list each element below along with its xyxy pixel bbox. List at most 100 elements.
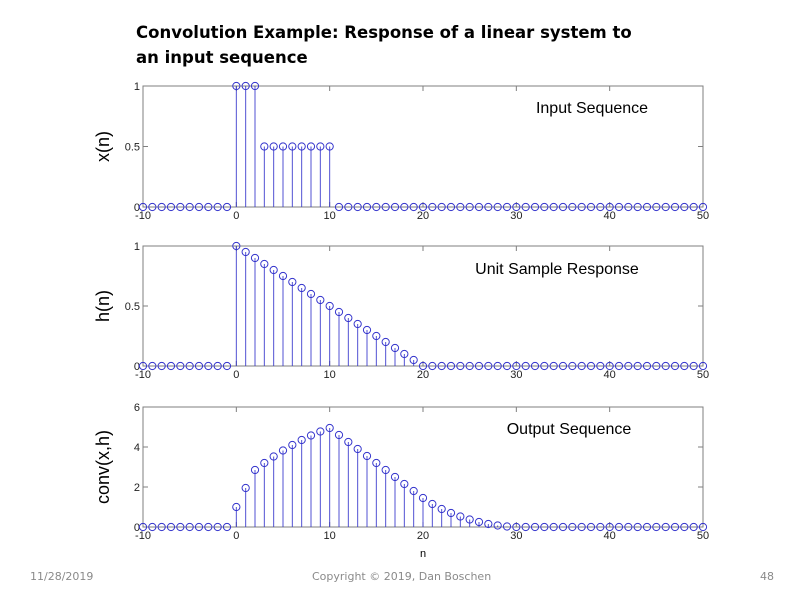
stem-marker [260,458,269,468]
stem-marker [409,202,418,212]
stem-marker [353,319,362,329]
stem-marker [633,202,642,212]
stem-marker [605,361,614,371]
stem-marker [502,202,512,212]
subplot-title: Output Sequence [507,421,632,438]
stem-marker [269,452,278,461]
stem-marker [176,522,185,532]
stem-marker [521,361,530,371]
stem-marker [549,202,558,212]
stem-marker [670,361,680,371]
stem-marker [250,465,260,475]
stem-marker [185,522,194,532]
x-tick-label: 0 [233,530,239,542]
stem-marker [512,202,521,212]
stem-marker [577,361,586,371]
stem-marker [568,522,577,532]
stem-marker [428,202,437,212]
y-tick-label: 2 [134,482,140,494]
stem-marker [306,142,316,151]
stem-marker [624,202,633,212]
stem-marker [176,361,185,371]
stem-marker [269,265,278,275]
stem-marker [521,202,530,212]
stem-marker [362,325,372,335]
stem-marker [456,202,465,212]
x-tick-label: 30 [510,210,522,222]
stem-marker [306,431,316,440]
stem-marker [614,522,624,532]
stem-marker [446,361,456,371]
x-tick-label: 50 [697,369,709,381]
stem-marker [642,522,652,532]
stem-marker [241,247,250,257]
stem-marker [409,355,418,365]
stem-marker [372,202,381,212]
stem-marker [698,361,708,371]
stem-marker [605,522,614,532]
stem-marker [400,349,409,359]
stem-marker [596,522,605,532]
stem-marker [474,361,484,371]
stem-marker [278,271,288,281]
stem-marker [502,522,512,531]
stem-marker [157,361,166,371]
stem-marker [288,142,297,151]
stem-marker [586,361,596,371]
stem-marker [213,202,222,212]
x-tick-label: 10 [324,210,336,222]
stem-marker [652,361,661,371]
y-tick-label: 1 [134,241,140,253]
stem-marker [297,142,306,151]
stem-marker [484,361,493,371]
stem-marker [596,361,605,371]
stem-marker [166,361,176,371]
x-tick-label: 40 [604,210,616,222]
y-tick-label: 0 [134,202,140,214]
stem-marker [521,522,530,532]
stem-marker [288,440,297,450]
stem-marker [138,202,148,212]
stem-marker [213,522,222,532]
x-tick-label: -10 [135,530,151,542]
stem-marker [232,241,241,251]
stem-marker [334,202,344,212]
stem-marker [549,361,558,371]
stem-marker [437,361,446,371]
stem-marker [661,202,670,212]
stem-marker [344,313,353,323]
stem-marker [418,493,428,503]
stem-marker [596,202,605,212]
stem-marker [194,361,204,371]
stem-marker [334,430,344,440]
stem-marker [614,361,624,371]
stem-marker [194,522,204,532]
stem-marker [642,202,652,212]
stem-marker [530,202,540,212]
stem-marker [390,202,400,212]
stem-marker [297,435,306,445]
x-tick-label: 20 [417,369,429,381]
stem-marker [325,142,334,151]
stem-marker [456,361,465,371]
y-tick-label: 0.5 [125,142,140,154]
stem-marker [344,202,353,212]
stem-marker [530,522,540,532]
stem-marker [241,81,250,91]
stem-marker [540,522,549,532]
stem-marker [437,202,446,212]
stem-marker [428,361,437,371]
stem-marker [148,202,157,212]
stem-marker [260,142,269,151]
stem-marker [241,483,250,493]
stem-marker [446,508,456,518]
stem-marker [372,331,381,341]
stem-marker [222,522,232,532]
stem-marker [540,202,549,212]
stem-marker [652,522,661,532]
y-tick-label: 6 [134,402,140,414]
stem-marker [680,361,689,371]
stem-marker [138,522,148,532]
stem-marker [362,202,372,212]
stem-marker [661,361,670,371]
